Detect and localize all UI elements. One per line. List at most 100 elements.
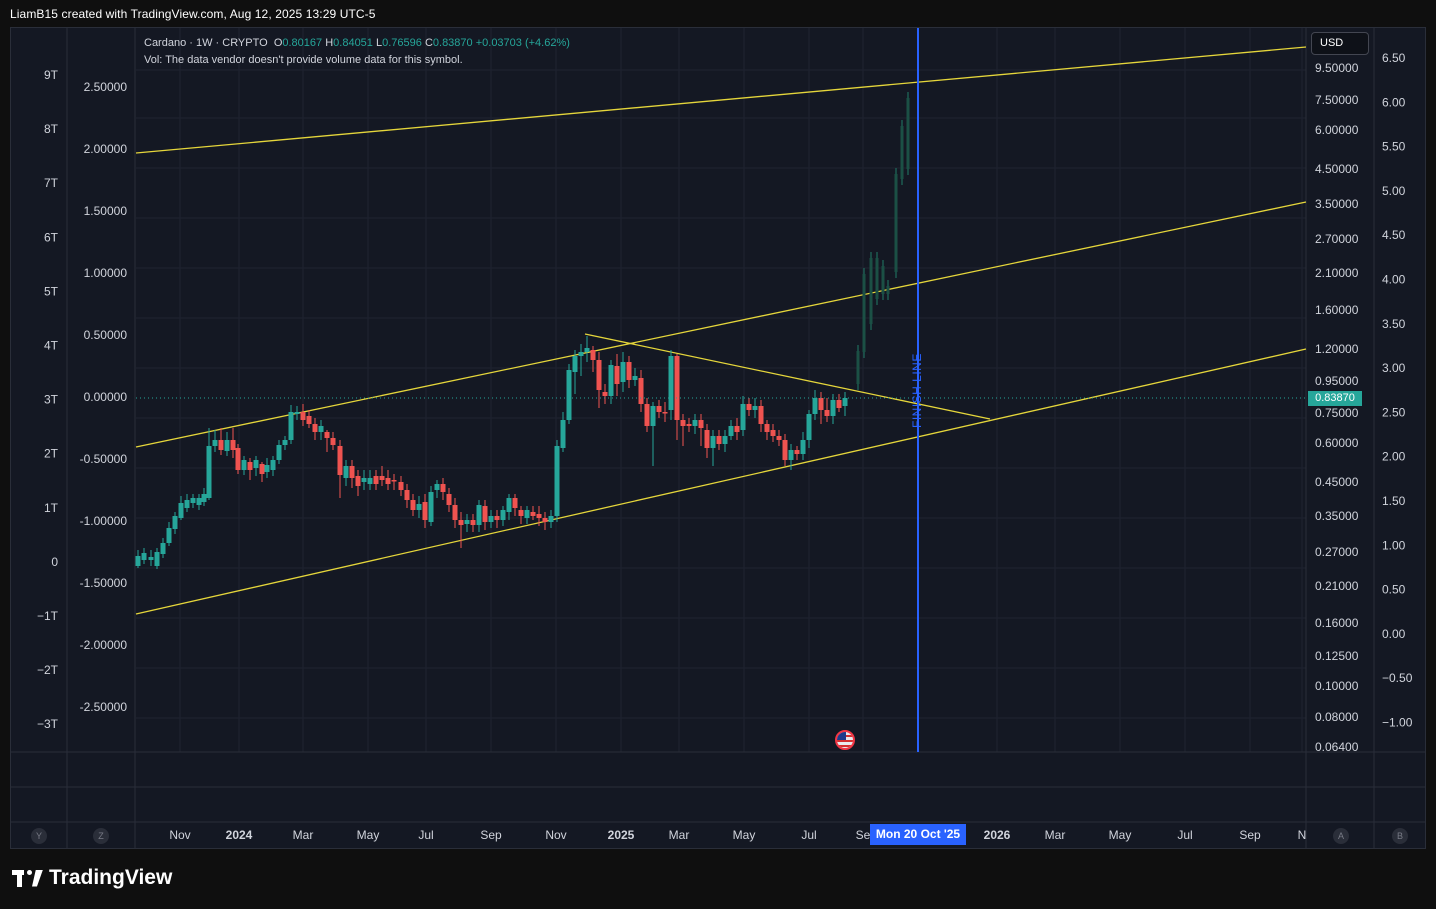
time-tick-label: Nov [169, 828, 190, 842]
symbol-legend: Cardano · 1W · CRYPTO O0.80167 H0.84051 … [144, 35, 570, 69]
projection-body [886, 286, 890, 294]
candle-body [452, 505, 458, 520]
low-value: 0.76596 [382, 37, 422, 49]
projection-body [906, 98, 910, 169]
main-axis-labels: 2.50000 2.00000 1.50000 1.00000 0.50000 0.000… [80, 80, 128, 714]
left-axis-button-y[interactable]: Y [31, 828, 47, 844]
candle-body [482, 506, 488, 522]
right-axis-tick: 6.00 [1382, 95, 1406, 109]
log-axis-tick: 0.16000 [1315, 616, 1359, 630]
candle-body [836, 400, 842, 408]
channel-line [135, 201, 1307, 448]
candle-body [680, 420, 686, 426]
log-axis-tick: 2.70000 [1315, 232, 1359, 246]
tradingview-logo-icon [12, 869, 43, 887]
candle-body [620, 362, 626, 382]
currency-selector[interactable]: USD [1311, 32, 1369, 55]
candle-body [788, 450, 794, 460]
log-axis-tick: 7.50000 [1315, 93, 1359, 107]
candle-body [566, 370, 572, 420]
log-axis-tick: 0.35000 [1315, 509, 1359, 523]
candle-body [542, 518, 548, 522]
time-tick-label: Sep [480, 828, 502, 842]
us-economic-event-icon[interactable] [835, 730, 855, 750]
left-axis-button-z[interactable]: Z [93, 828, 109, 844]
right-axis-tick: 3.50 [1382, 317, 1406, 331]
right-axis-tick: 3.00 [1382, 361, 1406, 375]
left-axis-tick: 1T [44, 501, 59, 515]
candle-body [686, 424, 692, 426]
candle-body [270, 460, 276, 470]
right-axis-tick: 6.50 [1382, 51, 1406, 65]
chart-grid [136, 28, 1306, 752]
candle-body [330, 438, 336, 445]
candle-body [294, 412, 300, 414]
projection-body [869, 258, 873, 324]
change-value: +0.03703 (+4.62%) [475, 37, 570, 49]
left-axis-tick: 5T [44, 284, 59, 298]
candle-body [578, 352, 584, 356]
candle-body [704, 430, 710, 448]
candle-body [710, 436, 716, 448]
projection-body [856, 351, 860, 384]
log-axis-tick: 0.21000 [1315, 579, 1359, 593]
candle-body [644, 404, 650, 426]
log-axis-tick: 1.20000 [1315, 342, 1359, 356]
time-tick-label: N [1298, 828, 1307, 842]
log-axis-tick: 0.06400 [1315, 740, 1359, 754]
main-axis-tick: 1.50000 [84, 204, 128, 218]
log-axis-tick: 0.08000 [1315, 710, 1359, 724]
candle-body [241, 460, 247, 470]
candle-body [190, 498, 196, 503]
candle-body [734, 426, 740, 432]
candle-body [434, 484, 440, 490]
candle-body [373, 476, 379, 484]
candle-body [446, 494, 452, 505]
candle-body [312, 424, 318, 432]
brand-name: TradingView [49, 866, 173, 889]
candle-body [178, 503, 184, 518]
log-axis-tick: 0.45000 [1315, 475, 1359, 489]
right-axis-tick: −1.00 [1382, 716, 1413, 730]
candle-body [160, 543, 166, 554]
high-value: 0.84051 [333, 37, 373, 49]
right-axis-labels: 6.50 6.00 5.50 5.00 4.50 4.00 3.50 3.00 2.50 2.00… [1382, 51, 1413, 730]
time-tick-label: May [733, 828, 756, 842]
candle-body [458, 520, 464, 525]
main-axis-tick: 1.00000 [84, 266, 128, 280]
log-axis-tick: 0.95000 [1315, 374, 1359, 388]
log-axis-tick: 1.60000 [1315, 303, 1359, 317]
volume-note: Vol: The data vendor doesn't provide vol… [144, 54, 463, 66]
time-tick-label: 2025 [608, 828, 635, 842]
candle-body [512, 498, 518, 508]
candle-body [428, 492, 434, 522]
right-axis-button-a[interactable]: A [1333, 828, 1349, 844]
candle-body [253, 460, 259, 468]
candle-body [355, 476, 361, 486]
candle-body [632, 376, 638, 380]
candle-body [470, 520, 476, 525]
tradingview-brand[interactable]: TradingView [12, 866, 172, 890]
main-axis-tick: -0.50000 [80, 452, 128, 466]
candle-body [752, 406, 758, 410]
candle-body [584, 348, 590, 352]
left-axis-tick: 8T [44, 122, 59, 136]
main-axis-tick: 0.50000 [84, 328, 128, 342]
candle-body [590, 350, 596, 360]
candle-body [184, 500, 190, 508]
candle-body [524, 510, 530, 518]
candle-body [692, 420, 698, 426]
candle-body [494, 516, 500, 520]
candle-body [740, 404, 746, 430]
time-tick-label: 2026 [984, 828, 1011, 842]
candle-body [722, 436, 728, 444]
right-axis-tick: 5.50 [1382, 140, 1406, 154]
candle-body [518, 510, 524, 516]
symbol-title[interactable]: Cardano · 1W · CRYPTO [144, 37, 268, 49]
right-axis-button-b[interactable]: B [1392, 828, 1408, 844]
log-axis-tick: 0.12500 [1315, 649, 1359, 663]
candle-body [596, 360, 602, 390]
candle-body [379, 476, 385, 480]
main-axis-tick: 2.00000 [84, 142, 128, 156]
